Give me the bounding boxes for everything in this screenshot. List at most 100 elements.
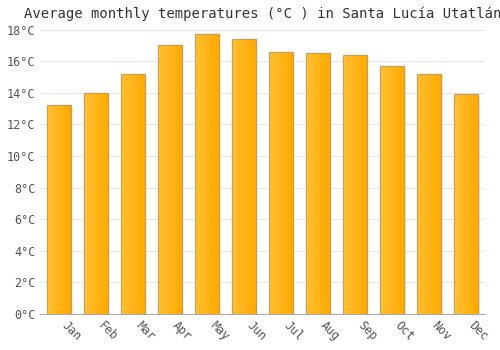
Bar xyxy=(384,66,385,314)
Bar xyxy=(386,66,388,314)
Bar xyxy=(469,94,470,314)
Bar xyxy=(475,94,476,314)
Bar xyxy=(463,94,464,314)
Bar xyxy=(351,55,352,314)
Bar xyxy=(158,46,182,314)
Bar xyxy=(196,34,198,314)
Bar xyxy=(138,74,140,314)
Bar xyxy=(165,46,166,314)
Bar xyxy=(124,74,125,314)
Bar xyxy=(422,74,423,314)
Bar xyxy=(61,105,62,314)
Bar xyxy=(472,94,473,314)
Bar xyxy=(362,55,364,314)
Bar xyxy=(250,39,252,314)
Bar xyxy=(246,39,248,314)
Bar xyxy=(240,39,241,314)
Bar xyxy=(424,74,426,314)
Bar xyxy=(92,93,94,314)
Bar xyxy=(343,55,367,314)
Bar xyxy=(465,94,466,314)
Bar xyxy=(318,53,319,314)
Bar xyxy=(126,74,128,314)
Bar xyxy=(242,39,244,314)
Bar xyxy=(212,34,214,314)
Bar xyxy=(195,34,196,314)
Bar xyxy=(96,93,98,314)
Bar xyxy=(125,74,126,314)
Bar xyxy=(252,39,253,314)
Bar xyxy=(401,66,402,314)
Bar xyxy=(292,52,293,314)
Bar xyxy=(136,74,137,314)
Bar xyxy=(420,74,422,314)
Bar xyxy=(218,34,219,314)
Bar xyxy=(359,55,360,314)
Bar xyxy=(210,34,211,314)
Bar xyxy=(164,46,165,314)
Bar xyxy=(177,46,178,314)
Bar xyxy=(161,46,162,314)
Bar xyxy=(254,39,256,314)
Bar xyxy=(328,53,330,314)
Bar xyxy=(345,55,346,314)
Bar xyxy=(277,52,278,314)
Bar xyxy=(91,93,92,314)
Bar xyxy=(158,46,160,314)
Bar xyxy=(200,34,202,314)
Bar xyxy=(51,105,52,314)
Bar xyxy=(459,94,460,314)
Bar xyxy=(308,53,310,314)
Bar xyxy=(121,74,145,314)
Bar xyxy=(86,93,87,314)
Bar xyxy=(290,52,291,314)
Bar xyxy=(244,39,245,314)
Bar xyxy=(280,52,281,314)
Bar xyxy=(327,53,328,314)
Bar xyxy=(55,105,56,314)
Title: Average monthly temperatures (°C ) in Santa Lucía Utatlán: Average monthly temperatures (°C ) in Sa… xyxy=(24,7,500,21)
Bar xyxy=(455,94,456,314)
Bar xyxy=(128,74,129,314)
Bar xyxy=(49,105,50,314)
Bar xyxy=(389,66,390,314)
Bar xyxy=(286,52,288,314)
Bar xyxy=(356,55,357,314)
Bar xyxy=(175,46,176,314)
Bar xyxy=(314,53,315,314)
Bar xyxy=(456,94,458,314)
Bar xyxy=(281,52,282,314)
Bar xyxy=(343,55,344,314)
Bar xyxy=(181,46,182,314)
Bar xyxy=(160,46,161,314)
Bar xyxy=(423,74,424,314)
Bar xyxy=(471,94,472,314)
Bar xyxy=(50,105,51,314)
Bar xyxy=(360,55,361,314)
Bar xyxy=(315,53,316,314)
Bar xyxy=(90,93,91,314)
Bar xyxy=(276,52,277,314)
Bar xyxy=(312,53,314,314)
Bar xyxy=(350,55,351,314)
Bar xyxy=(102,93,103,314)
Bar xyxy=(400,66,401,314)
Bar xyxy=(167,46,168,314)
Bar xyxy=(245,39,246,314)
Bar xyxy=(364,55,365,314)
Bar xyxy=(104,93,106,314)
Bar xyxy=(470,94,471,314)
Bar xyxy=(382,66,384,314)
Bar xyxy=(270,52,272,314)
Bar xyxy=(207,34,208,314)
Bar xyxy=(476,94,477,314)
Bar xyxy=(468,94,469,314)
Bar xyxy=(134,74,136,314)
Bar xyxy=(47,105,48,314)
Bar xyxy=(140,74,141,314)
Bar xyxy=(70,105,71,314)
Bar xyxy=(67,105,68,314)
Bar xyxy=(204,34,206,314)
Bar xyxy=(198,34,199,314)
Bar xyxy=(169,46,170,314)
